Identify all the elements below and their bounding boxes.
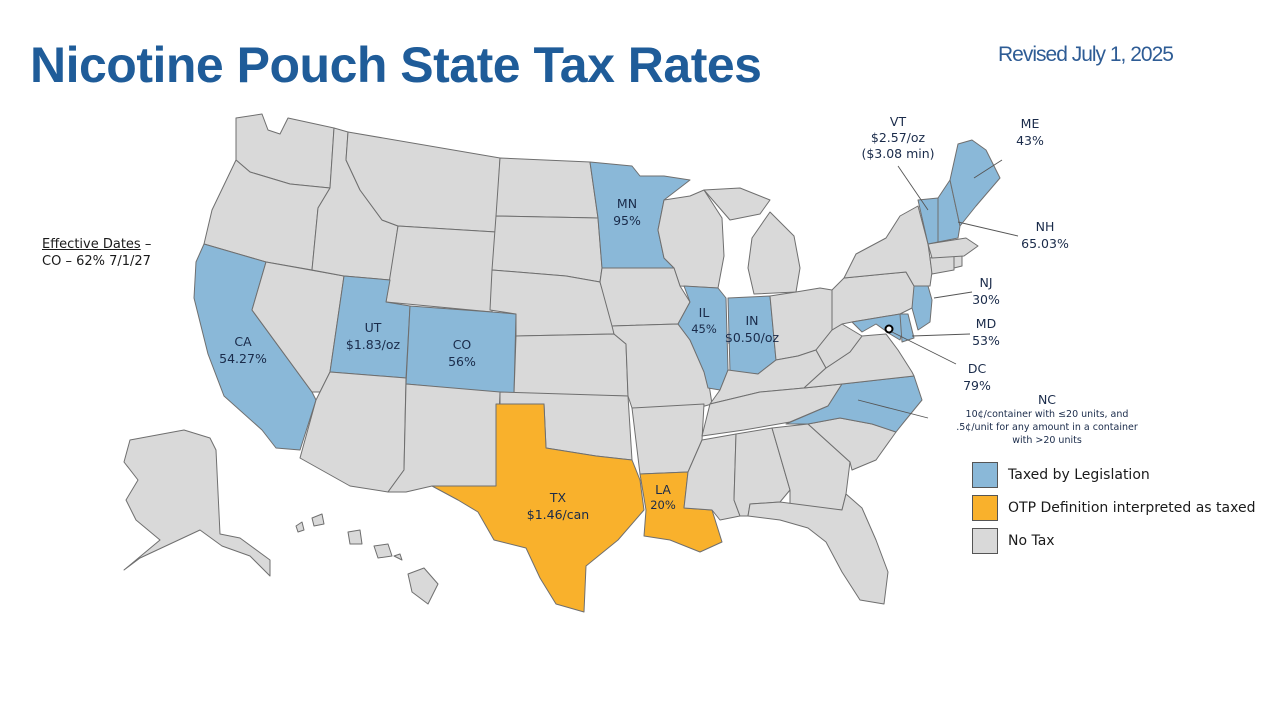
label-il-abbr: IL	[699, 305, 710, 320]
label-nc-line2: .5¢/unit for any amount in a container	[956, 422, 1138, 433]
dc-marker	[884, 324, 894, 334]
legend-item-none: No Tax	[972, 524, 1255, 557]
label-md-rate: 53%	[972, 333, 1000, 348]
state-nc	[785, 375, 923, 433]
page-title: Nicotine Pouch State Tax Rates	[30, 37, 762, 93]
leader-lines	[857, 159, 1019, 419]
label-vt-min: ($3.08 min)	[861, 146, 934, 161]
effective-dates-heading: Effective Dates	[42, 237, 141, 252]
label-mn-abbr: MN	[617, 196, 637, 211]
label-in-abbr: IN	[745, 313, 758, 328]
label-dc-abbr: DC	[968, 361, 987, 376]
label-nh-rate: 65.03%	[1021, 236, 1069, 251]
legend-swatch-legislation	[972, 461, 998, 488]
state-ny	[843, 205, 933, 287]
state-nd	[495, 157, 599, 219]
legend-swatch-none	[972, 527, 998, 554]
label-dc-rate: 79%	[963, 378, 991, 393]
label-nh-abbr: NH	[1036, 219, 1055, 234]
legend-label-legislation: Taxed by Legislation	[1008, 466, 1150, 483]
label-co-abbr: CO	[453, 337, 472, 352]
label-ca-abbr: CA	[234, 334, 252, 349]
legend-swatch-otp	[972, 494, 998, 521]
label-md-abbr: MD	[976, 316, 996, 331]
map-legend: Taxed by Legislation OTP Definition inte…	[972, 458, 1255, 557]
state-ak	[123, 429, 271, 577]
state-nh	[937, 179, 961, 243]
legend-label-none: No Tax	[1008, 532, 1055, 549]
state-labels: CA 54.27% UT $1.83/oz CO 56% MN 95% IL 4…	[219, 114, 1138, 522]
state-fl	[747, 493, 889, 605]
label-in-rate: $0.50/oz	[725, 330, 780, 345]
state-mi	[703, 187, 801, 295]
label-la-rate: 20%	[650, 498, 676, 512]
state-de	[899, 313, 915, 343]
label-mn-rate: 95%	[613, 213, 641, 228]
label-co-rate: 56%	[448, 354, 476, 369]
label-nj-abbr: NJ	[979, 275, 992, 290]
label-nc-line3: with >20 units	[1012, 435, 1082, 446]
state-ks	[513, 333, 629, 397]
state-tx	[431, 403, 645, 613]
label-me-abbr: ME	[1021, 116, 1040, 131]
state-ia	[599, 267, 691, 327]
label-tx-rate: $1.46/can	[527, 507, 589, 522]
label-vt-abbr: VT	[890, 114, 907, 129]
effective-dates-dash: –	[140, 237, 152, 252]
revised-date: Revised July 1, 2025	[998, 43, 1174, 66]
states-layer	[123, 113, 1001, 613]
state-il	[677, 285, 729, 391]
legend-label-otp: OTP Definition interpreted as taxed	[1008, 499, 1256, 516]
label-ut-abbr: UT	[365, 320, 382, 335]
label-il-rate: 45%	[691, 322, 717, 336]
state-wy	[385, 225, 497, 313]
label-me-rate: 43%	[1016, 133, 1044, 148]
label-nc-line1: 10¢/container with ≤20 units, and	[966, 409, 1129, 420]
state-nj	[911, 285, 933, 331]
effective-dates-note: Effective Dates – CO – 62% 7/1/27	[42, 236, 151, 270]
label-ca-rate: 54.27%	[219, 351, 267, 366]
legend-item-legislation: Taxed by Legislation	[972, 458, 1255, 491]
effective-dates-line: CO – 62% 7/1/27	[42, 254, 151, 269]
legend-item-otp: OTP Definition interpreted as taxed	[972, 491, 1255, 524]
label-nc-abbr: NC	[1038, 392, 1056, 407]
state-ma	[927, 237, 979, 259]
state-hi	[295, 513, 439, 605]
label-vt-rate: $2.57/oz	[871, 130, 926, 145]
label-nj-rate: 30%	[972, 292, 1000, 307]
label-tx-abbr: TX	[549, 490, 567, 505]
label-ut-rate: $1.83/oz	[346, 337, 401, 352]
label-la-abbr: LA	[655, 482, 671, 497]
state-me	[949, 139, 1001, 227]
